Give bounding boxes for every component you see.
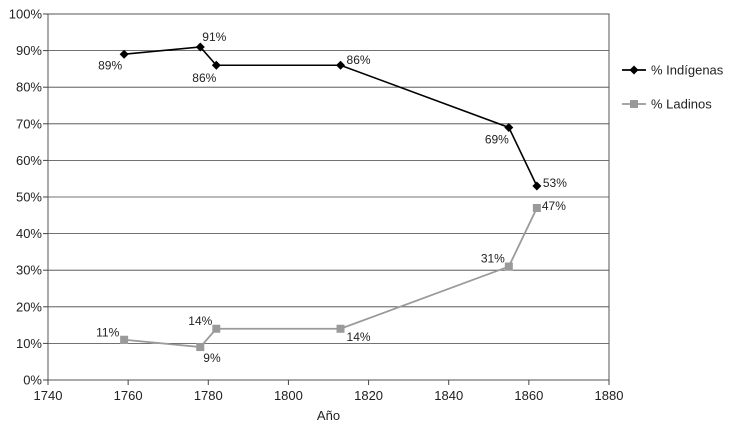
x-tick-label: 1820 <box>354 388 383 403</box>
series-ladinos: 11% 9% 14% 14% 31% 47% <box>96 199 566 365</box>
x-axis-title: Año <box>317 408 340 423</box>
square-marker <box>196 343 205 352</box>
data-label: 69% <box>485 132 509 146</box>
x-tick-label: 1780 <box>194 388 223 403</box>
square-marker <box>336 324 345 333</box>
y-tick-label: 70% <box>16 116 42 131</box>
series-layer: 89% 91% 86% 86% 69% 53% 11% 9% 14% 14% 31% 47% <box>96 30 567 365</box>
data-label: 9% <box>203 351 221 365</box>
diamond-marker <box>336 60 346 70</box>
x-tick-label: 1840 <box>434 388 463 403</box>
y-tick-label: 90% <box>16 43 42 58</box>
square-marker <box>212 324 221 333</box>
square-marker <box>532 203 541 212</box>
data-label: 31% <box>481 252 505 266</box>
x-tick-label: 1880 <box>595 388 624 403</box>
diamond-marker <box>504 122 514 132</box>
data-label: 47% <box>542 199 566 213</box>
legend-label: % Ladinos <box>651 97 712 112</box>
series-indigenas: 89% 91% 86% 86% 69% 53% <box>98 30 567 191</box>
diamond-marker <box>211 60 221 70</box>
diamond-marker <box>629 65 639 75</box>
data-label: 91% <box>202 30 226 44</box>
legend-item: % Indígenas <box>622 63 724 78</box>
y-tick-label: 100% <box>9 7 43 22</box>
x-axis: 1740 1760 1780 1800 1820 1840 1860 1880 <box>34 380 624 403</box>
legend-label: % Indígenas <box>651 63 724 78</box>
y-tick-label: 0% <box>23 373 42 388</box>
data-label: 86% <box>192 71 216 85</box>
series-line <box>124 46 538 187</box>
square-marker <box>630 100 638 108</box>
diamond-marker <box>532 181 542 191</box>
y-tick-label: 80% <box>16 80 42 95</box>
y-axis: 0% 10% 20% 30% 40% 50% 60% 70% 80% 90% 100% <box>9 7 48 388</box>
data-label: 14% <box>188 314 212 328</box>
square-marker <box>504 262 513 271</box>
data-label: 11% <box>96 326 119 340</box>
legend-item: % Ladinos <box>622 97 712 112</box>
diamond-marker <box>195 42 205 52</box>
y-tick-label: 40% <box>16 226 42 241</box>
gridlines <box>48 13 609 381</box>
y-tick-label: 10% <box>16 336 42 351</box>
data-label: 14% <box>347 330 371 344</box>
y-tick-label: 20% <box>16 299 42 314</box>
x-tick-label: 1740 <box>34 388 63 403</box>
data-label: 89% <box>98 58 122 72</box>
x-tick-label: 1760 <box>114 388 143 403</box>
x-tick-label: 1800 <box>274 388 303 403</box>
square-marker <box>120 335 129 344</box>
legend: % Indígenas % Ladinos <box>622 63 724 112</box>
y-tick-label: 30% <box>16 263 42 278</box>
y-tick-label: 50% <box>16 190 42 205</box>
diamond-marker <box>119 49 129 59</box>
data-label: 53% <box>543 176 567 190</box>
y-tick-label: 60% <box>16 153 42 168</box>
data-label: 86% <box>347 53 371 67</box>
series-line <box>124 207 538 349</box>
x-tick-label: 1860 <box>514 388 543 403</box>
